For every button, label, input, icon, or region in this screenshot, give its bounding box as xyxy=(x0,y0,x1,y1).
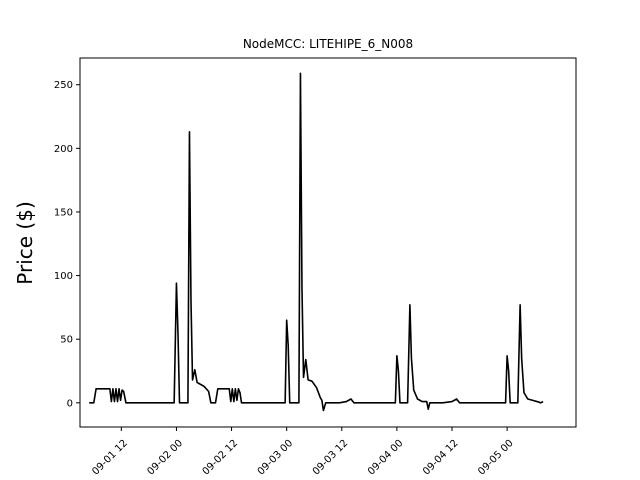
y-tick-label: 250 xyxy=(54,80,73,91)
y-tick-label: 50 xyxy=(60,335,73,346)
plot-frame xyxy=(79,57,577,428)
chart-title: NodeMCC: LITEHIPE_6_N008 xyxy=(243,37,413,51)
y-axis: 0 50 100 150 200 250 xyxy=(54,80,80,409)
y-tick-label: 150 xyxy=(54,207,73,218)
price-series-line xyxy=(89,72,544,412)
y-tick-label: 0 xyxy=(67,398,73,409)
y-axis-label: Price ($) xyxy=(13,201,37,284)
plot-area xyxy=(89,72,544,412)
y-tick-label: 100 xyxy=(54,271,73,282)
y-tick-label: 200 xyxy=(54,144,73,155)
